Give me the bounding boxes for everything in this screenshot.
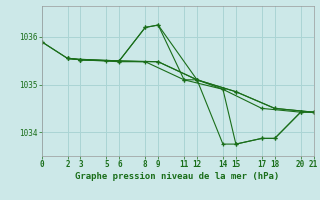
X-axis label: Graphe pression niveau de la mer (hPa): Graphe pression niveau de la mer (hPa) — [76, 172, 280, 181]
